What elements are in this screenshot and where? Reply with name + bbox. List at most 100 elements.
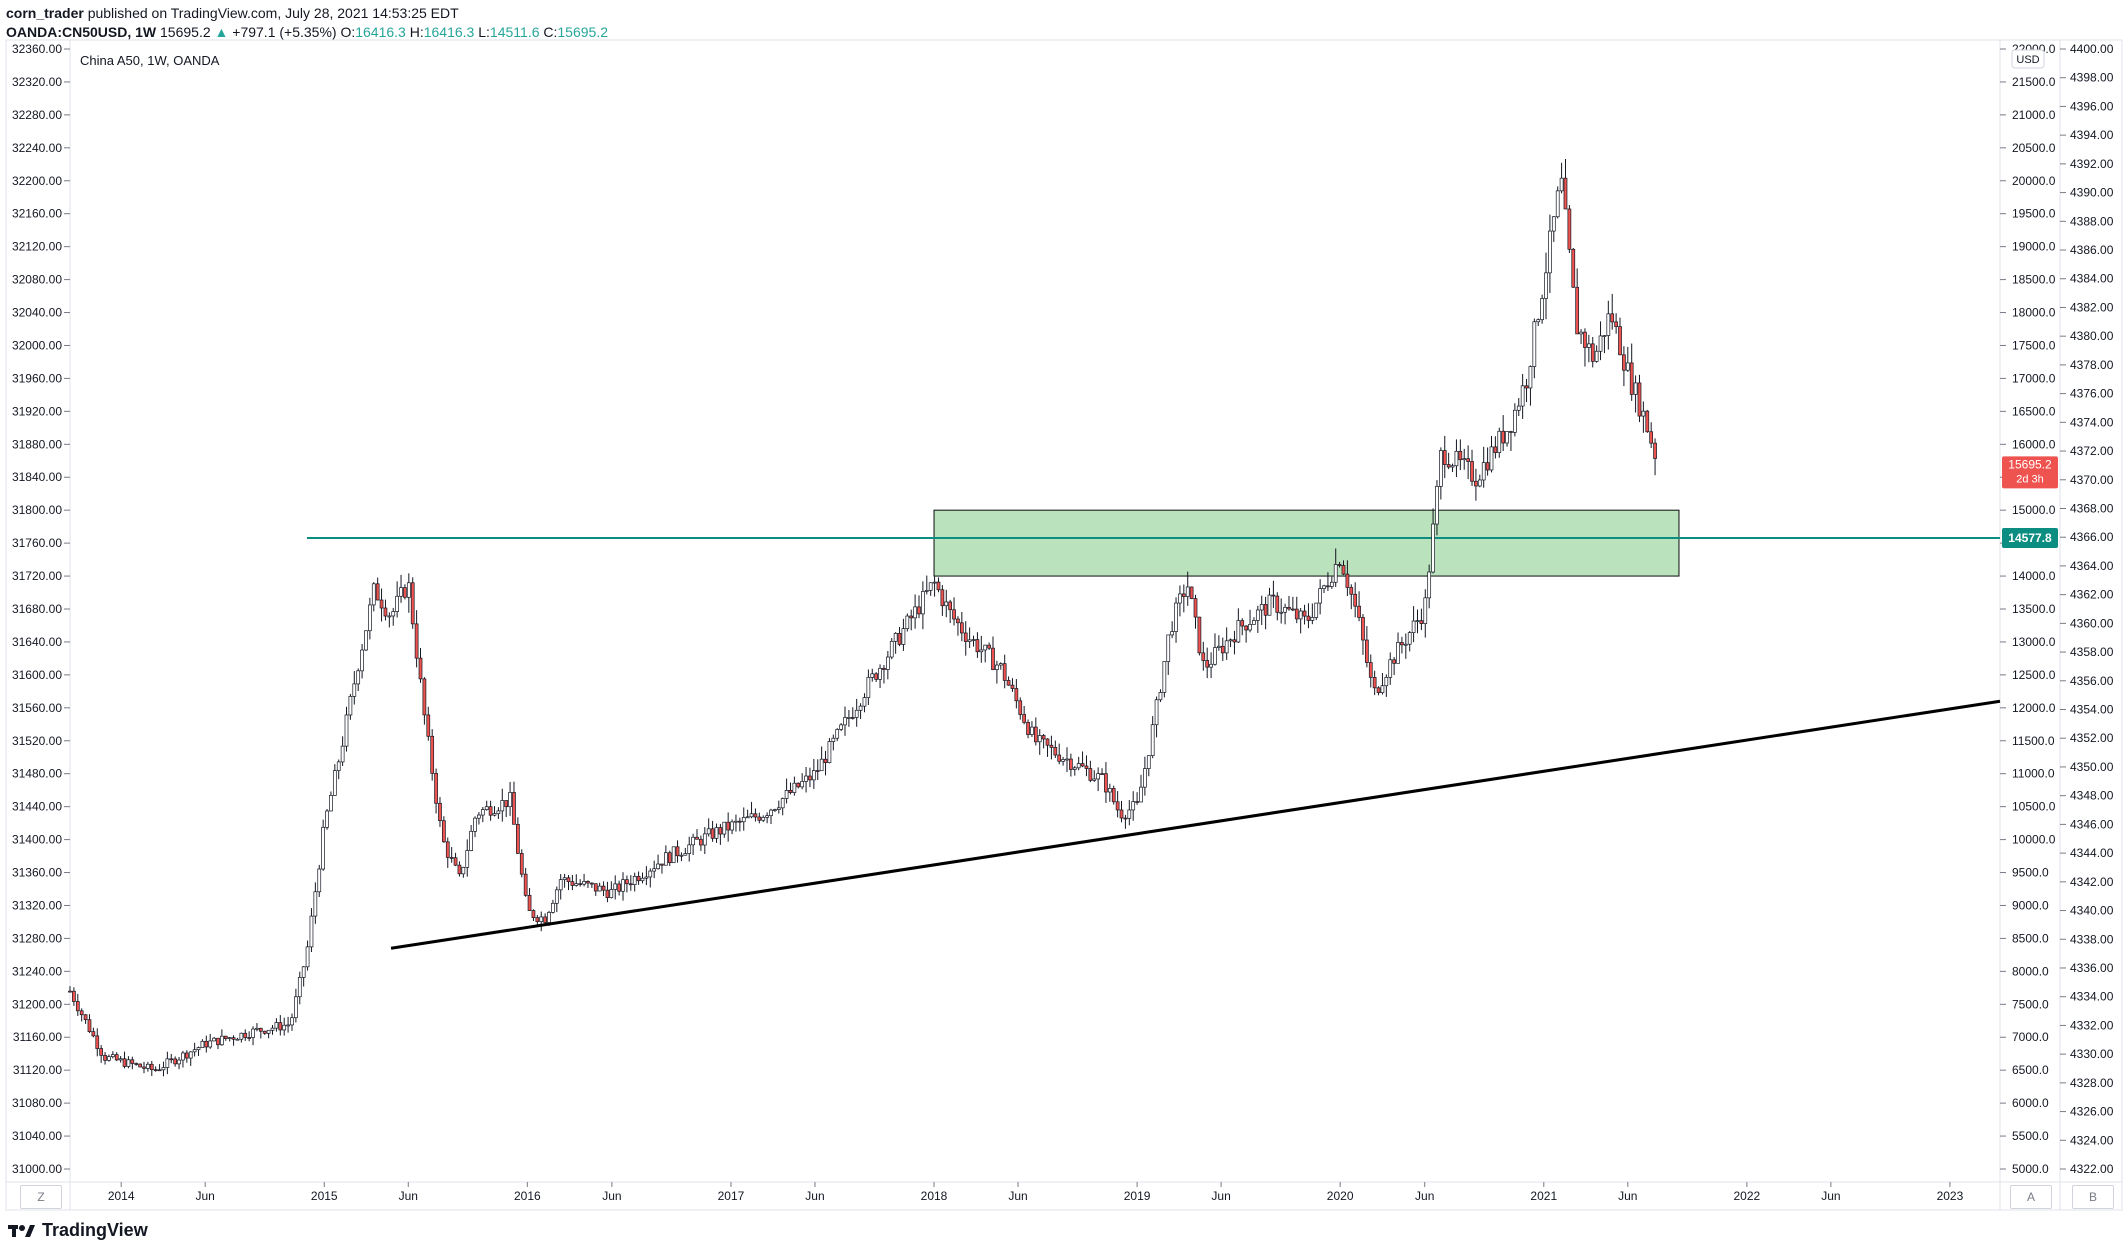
plot-frame	[69, 39, 2001, 1211]
time-axis-tick-label: 2018	[921, 1189, 948, 1203]
candle-body	[258, 1027, 263, 1032]
price-axis[interactable]: 22000.021500.021000.020500.020000.019500…	[2000, 42, 2056, 1176]
candle-body	[1587, 343, 1591, 348]
author-name[interactable]: corn_trader	[6, 5, 84, 21]
candle-body	[1006, 680, 1011, 686]
candle-body	[675, 846, 680, 857]
candle-body	[286, 1024, 290, 1027]
candle-body	[332, 770, 337, 796]
candle-body	[671, 846, 676, 864]
time-axis[interactable]: 2014 Jun 2015 Jun 2016 Jun 2017 Jun 2018 Jun 2019 J…	[108, 1182, 1964, 1203]
auto-scale-button[interactable]: A	[2010, 1185, 2052, 1209]
candle-body	[1513, 409, 1517, 433]
candle-body	[726, 821, 731, 831]
time-axis-tick-label: Jun	[1618, 1189, 1637, 1203]
time-axis-tick-label: 2022	[1734, 1189, 1761, 1203]
secondary-axis-tick-label: 4346.00	[2070, 817, 2114, 831]
candle-body	[508, 792, 512, 808]
price-axis-tick-label: 18000.0	[2012, 306, 2056, 320]
price-axis-tick-label: 11000.0	[2012, 767, 2055, 781]
candle-body	[1322, 585, 1326, 590]
supply-demand-zone[interactable]	[933, 509, 1680, 577]
candle-body	[1026, 722, 1030, 735]
candle-body	[889, 640, 894, 658]
candle-body	[621, 879, 625, 892]
time-axis-tick-label: Jun	[1008, 1189, 1027, 1203]
candle-body	[239, 1032, 244, 1040]
left-axis-tick-label: 31600.00	[12, 668, 62, 682]
candle-body	[605, 889, 610, 898]
candle-body	[1411, 620, 1416, 633]
candle-body	[1474, 480, 1478, 487]
price-axis-tick-label: 6000.0	[2012, 1096, 2049, 1110]
candle-body	[815, 770, 820, 772]
candle-body	[1088, 768, 1093, 781]
candle-body	[613, 883, 618, 890]
tradingview-logo-icon	[8, 1224, 35, 1237]
secondary-axis-tick-label: 4352.00	[2070, 731, 2114, 745]
candle-body	[1014, 688, 1019, 702]
candle-body	[640, 877, 645, 882]
candle-body	[1419, 620, 1424, 624]
tradingview-footer[interactable]: TradingView	[8, 1220, 148, 1241]
candle-body	[1485, 462, 1490, 471]
price-axis-tick-label: 19500.0	[2012, 207, 2056, 221]
candle-body	[410, 582, 415, 625]
left-axis-tick-label: 31880.00	[12, 437, 62, 451]
candle-body	[753, 813, 758, 818]
candle-body	[1509, 431, 1513, 433]
candle-body	[979, 649, 984, 653]
left-axis[interactable]: 32360.00 32320.00 32280.00 32240.00 32200.00…	[12, 42, 70, 1176]
candle-body	[282, 1024, 287, 1031]
candle-body	[1224, 640, 1229, 654]
candle-body	[757, 816, 762, 821]
candle-body	[391, 611, 396, 617]
price-axis-tick-label: 16500.0	[2012, 404, 2056, 418]
candle-body	[909, 615, 914, 619]
secondary-axis-tick-label: 4364.00	[2070, 559, 2114, 573]
candle-body	[582, 881, 586, 885]
candle-body	[99, 1048, 104, 1056]
candle-body	[301, 966, 306, 978]
candle-body	[1131, 801, 1136, 811]
price-axis-tick-label: 13000.0	[2012, 635, 2056, 649]
candlesticks	[68, 158, 1657, 1077]
candle-body	[329, 795, 333, 812]
secondary-scale-button[interactable]: B	[2072, 1185, 2114, 1209]
currency-badge[interactable]	[2011, 49, 2045, 69]
candle-body	[103, 1054, 107, 1061]
price-change: +797.1 (+5.35%)	[232, 24, 337, 40]
price-axis-tick-label: 7500.0	[2012, 997, 2049, 1011]
secondary-axis-tick-label: 4326.00	[2070, 1105, 2114, 1119]
candle-body	[998, 663, 1003, 666]
candle-body	[656, 863, 660, 870]
candle-body	[492, 813, 497, 816]
secondary-axis-tick-label: 4368.00	[2070, 501, 2114, 515]
candle-body	[1283, 606, 1287, 613]
candle-body	[1069, 758, 1073, 770]
last-price-badge-value: 15695.2	[2008, 457, 2052, 471]
candle-body	[1489, 446, 1494, 471]
candle-body	[1178, 593, 1182, 604]
candle-body	[1170, 631, 1174, 636]
secondary-axis[interactable]: 4400.00 4398.00 4396.00 4394.00 4392.00 4390.…	[2060, 42, 2114, 1176]
left-axis-tick-label: 31280.00	[12, 931, 62, 945]
time-axis-tick-label: Jun	[602, 1189, 621, 1203]
time-axis-tick-label: 2015	[311, 1189, 338, 1203]
candle-body	[566, 877, 571, 882]
candle-body	[967, 639, 972, 642]
secondary-axis-tick-label: 4390.00	[2070, 186, 2114, 200]
candle-body	[1520, 385, 1525, 407]
time-axis-tick-label: 2023	[1937, 1189, 1964, 1203]
candle-body	[1357, 605, 1361, 618]
ascending-trendline[interactable]	[390, 699, 2001, 950]
candle-body	[609, 889, 614, 898]
candle-body	[1481, 462, 1486, 481]
left-axis-tick-label: 32160.00	[12, 207, 62, 221]
candle-body	[220, 1035, 224, 1046]
log-scale-toggle-button[interactable]: Z	[20, 1185, 62, 1209]
secondary-axis-tick-label: 4372.00	[2070, 444, 2114, 458]
candle-body	[882, 667, 886, 670]
left-axis-tick-label: 32040.00	[12, 306, 62, 320]
